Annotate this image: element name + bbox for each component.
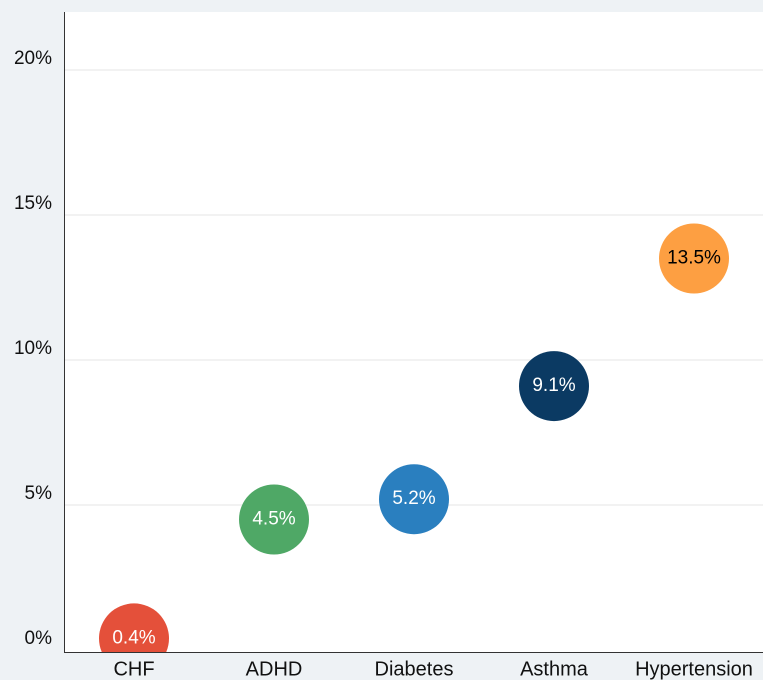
- dot: [659, 223, 729, 294]
- dot: [239, 484, 309, 555]
- x-tick-label: Hypertension: [635, 658, 753, 680]
- y-tick-label: 10%: [14, 338, 52, 359]
- x-tick-label: CHF: [113, 658, 154, 680]
- y-tick-label: 5%: [25, 483, 53, 504]
- x-tick-label: Asthma: [520, 658, 589, 680]
- x-tick-label: ADHD: [246, 658, 303, 680]
- data-label: 9.1%: [532, 375, 575, 396]
- dot: [379, 464, 449, 535]
- dot: [519, 351, 589, 422]
- data-label: 13.5%: [667, 248, 721, 269]
- x-tick-label: Diabetes: [375, 658, 454, 680]
- y-tick-label: 15%: [14, 193, 52, 214]
- y-tick-label: 20%: [14, 48, 52, 69]
- dot: [99, 603, 169, 652]
- data-label: 0.4%: [112, 627, 155, 648]
- y-tick-label: 0%: [25, 628, 53, 649]
- plot-area: [64, 12, 763, 652]
- data-label: 4.5%: [252, 509, 295, 530]
- marks: 0.4% 4.5% 5.2% 9.1% 13.5%: [99, 223, 729, 652]
- data-label: 5.2%: [392, 488, 435, 509]
